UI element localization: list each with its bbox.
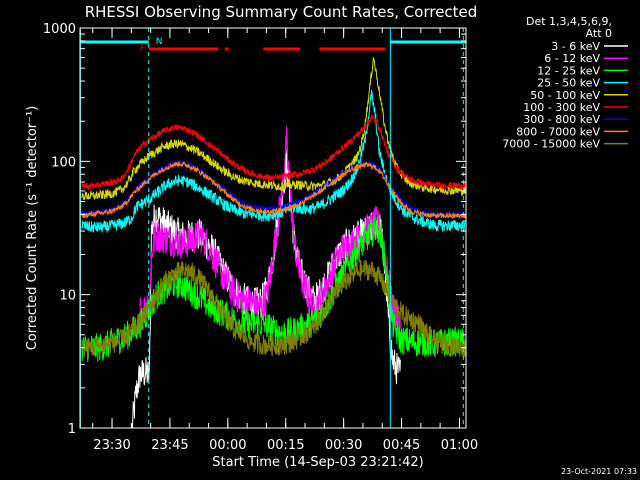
legend-entry-label: 25 - 50 keV: [537, 77, 600, 90]
legend-entry-label: 12 - 25 keV: [537, 64, 600, 77]
y-tick-label: 1000: [43, 22, 76, 37]
legend-entry-label: 7000 - 15000 keV: [502, 138, 600, 151]
legend-header-line: Det 1,3,4,5,6,9,: [526, 15, 612, 28]
chart-title: RHESSI Observing Summary Count Rates, Co…: [85, 3, 478, 21]
y-tick-label: 100: [51, 155, 76, 170]
legend-entry-label: 50 - 100 keV: [530, 89, 600, 102]
night-marker-label: N: [156, 37, 163, 47]
footer-timestamp: 23-Oct-2021 07:33: [561, 467, 637, 476]
x-tick-label: 00:45: [383, 438, 420, 453]
y-tick-label: 10: [59, 289, 76, 304]
x-tick-label: 23:45: [151, 438, 188, 453]
x-tick-label: 01:00: [441, 438, 478, 453]
legend-entry-label: 6 - 12 keV: [544, 52, 600, 65]
x-tick-label: 00:00: [209, 438, 246, 453]
legend-entry-label: 800 - 7000 keV: [516, 125, 600, 138]
legend-entry-label: 3 - 6 keV: [551, 40, 600, 53]
series-layer: [81, 57, 466, 429]
x-tick-label: 23:30: [93, 438, 130, 453]
flag-marker-label: F: [140, 44, 145, 54]
series-line-3: [81, 215, 466, 362]
x-tick-label: 00:30: [325, 438, 362, 453]
x-tick-label: 00:15: [267, 438, 304, 453]
legend-entry-label: 300 - 800 keV: [523, 113, 600, 126]
legend-header-line: Att 0: [586, 27, 612, 40]
series-line-6: [81, 114, 466, 191]
series-line-4: [81, 90, 466, 233]
tick-layer: 1 10 100 1000 23:30 23:45 00:00 00:15 00:30 00:45…: [43, 22, 478, 453]
y-axis-label: Corrected Count Rate (s⁻¹ detector⁻¹): [25, 106, 40, 351]
y-tick-label: 1: [68, 422, 76, 437]
legend-entry-label: 100 - 300 keV: [523, 101, 600, 114]
series-line-9: [81, 259, 466, 358]
axes-frame: [79, 27, 467, 429]
series-line-8: [81, 160, 466, 220]
x-axis-label: Start Time (14-Sep-03 23:21:42): [212, 455, 423, 470]
